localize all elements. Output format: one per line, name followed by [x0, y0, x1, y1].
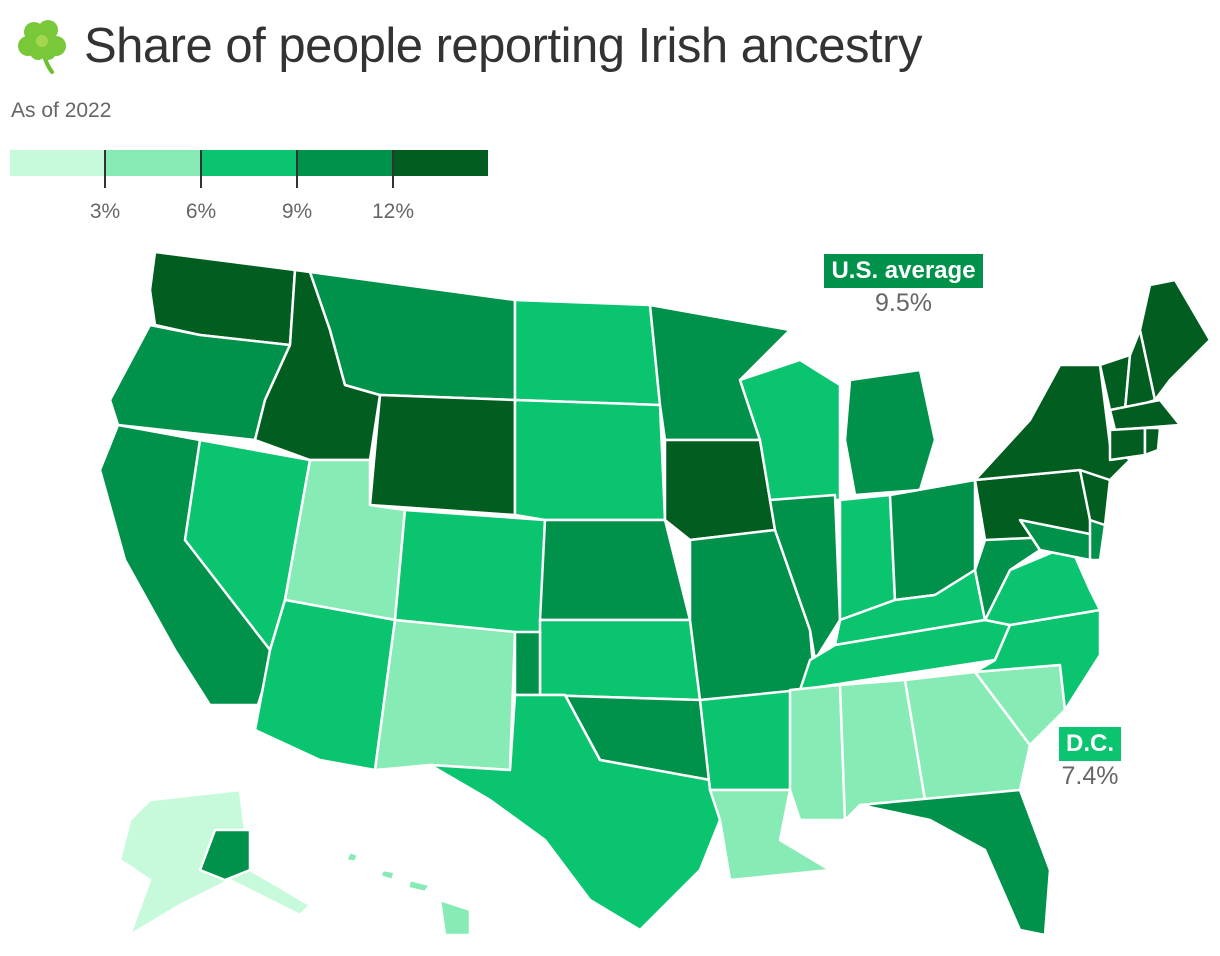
state-ND — [513, 298, 662, 407]
state-NE — [538, 518, 692, 622]
dc-label: D.C. — [1059, 727, 1121, 761]
us-average-label: U.S. average — [824, 254, 983, 288]
legend-tick — [392, 150, 394, 188]
legend-tick — [200, 150, 202, 188]
state-AK-southeast — [198, 828, 252, 882]
legend-tick — [104, 150, 106, 188]
dc-annotation: D.C. 7.4% — [1055, 727, 1125, 791]
state-IN — [838, 493, 897, 622]
state-WY — [368, 393, 517, 517]
chart-title: Share of people reporting Irish ancestry — [84, 19, 922, 73]
us-choropleth-map — [98, 250, 1212, 937]
state-AR — [698, 688, 802, 792]
state-FL — [858, 788, 1052, 937]
legend-bin-2 — [201, 150, 297, 176]
state-KS — [538, 618, 702, 702]
state-CO — [393, 508, 547, 637]
state-TX — [428, 693, 722, 932]
legend-label-3: 3% — [89, 200, 121, 223]
state-HI — [344, 850, 472, 937]
us-average-annotation: U.S. average 9.5% — [816, 254, 991, 318]
dc-value: 7.4% — [1061, 762, 1119, 790]
state-MS — [788, 683, 847, 822]
chart-header: Share of people reporting Irish ancestry — [10, 14, 922, 78]
legend-bin-4 — [392, 150, 488, 176]
legend-label-12: 12% — [371, 200, 415, 223]
shamrock-icon — [18, 20, 66, 74]
state-IA — [663, 438, 777, 542]
legend-tick — [296, 150, 298, 188]
legend-label-9: 9% — [281, 200, 313, 223]
state-ME — [1138, 278, 1212, 402]
state-NM — [373, 618, 517, 772]
us-average-value: 9.5% — [875, 289, 932, 317]
state-MI — [843, 368, 937, 497]
legend-label-6: 6% — [185, 200, 217, 223]
legend-bar — [10, 150, 488, 176]
state-CT — [1108, 426, 1147, 462]
state-MA — [1108, 398, 1182, 432]
state-SD — [513, 398, 667, 522]
chart-subtitle: As of 2022 — [11, 99, 112, 122]
color-legend: 3% 6% 9% 12% — [10, 150, 488, 230]
legend-bin-3 — [296, 150, 393, 176]
legend-bin-1 — [105, 150, 202, 176]
state-DE — [1088, 518, 1107, 562]
legend-bin-0 — [10, 150, 106, 176]
state-RI — [1143, 426, 1162, 457]
